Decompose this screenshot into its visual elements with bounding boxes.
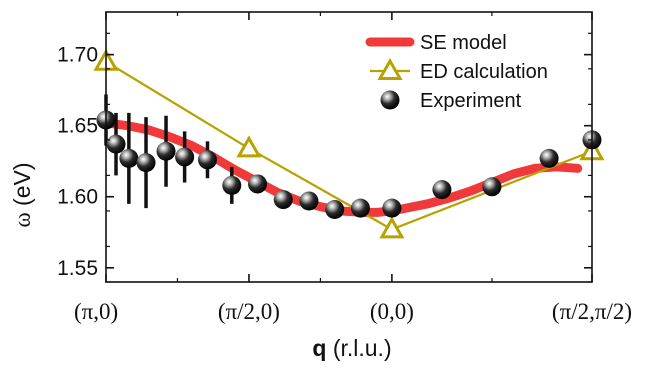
experiment-point [248, 174, 268, 194]
experiment-point [482, 177, 502, 197]
legend-ed-calculation-label: ED calculation [420, 61, 548, 83]
axes-layer [105, 11, 593, 283]
experiment-point [197, 150, 217, 170]
experiment-point [106, 134, 126, 154]
x-axis-title: q (r.l.u.) [312, 335, 391, 361]
ticks-layer: 1.55 1.60 1.65 1.70 (π,0) (π/2,0) (0,0) (π/2,π/… [57, 12, 632, 324]
y-tick-label: 1.60 [57, 186, 98, 209]
experiment-point [175, 147, 195, 167]
y-axis-title: ω (eV) [9, 163, 35, 228]
experiment-point [325, 200, 345, 220]
y-tick-label: 1.70 [57, 44, 98, 67]
experiment-point [350, 198, 370, 218]
ed-calculation-point [236, 135, 262, 158]
se-model-line [101, 118, 583, 217]
experiment-point [222, 175, 242, 195]
experiment-point [136, 153, 156, 173]
x-tick-label: (π/2,0) [218, 299, 280, 324]
experiment-point [156, 141, 176, 161]
x-tick-label: (π/2,π/2) [552, 299, 632, 324]
ed-calculation-point [379, 216, 405, 239]
legend: SE model ED calculation Experiment [365, 32, 548, 112]
y-tick-label: 1.55 [57, 257, 98, 280]
legend-experiment-label: Experiment [420, 90, 522, 112]
x-tick-label: (π,0) [74, 299, 118, 324]
legend-ed-triangle-swatch [377, 57, 403, 80]
plot-frame [105, 11, 593, 283]
experiment-point [432, 180, 452, 200]
legend-se-model-label: SE model [420, 32, 507, 54]
x-tick-label: (0,0) [370, 299, 414, 324]
experiment-point [119, 148, 139, 168]
experiment-point [382, 198, 402, 218]
experiment-point [273, 190, 293, 210]
legend-experiment-swatch [380, 90, 400, 110]
experiment-point [539, 148, 559, 168]
y-tick-label: 1.65 [57, 115, 98, 138]
experiment-point [299, 191, 319, 211]
ed-calculation-line [105, 60, 593, 231]
series-layer [93, 48, 605, 239]
